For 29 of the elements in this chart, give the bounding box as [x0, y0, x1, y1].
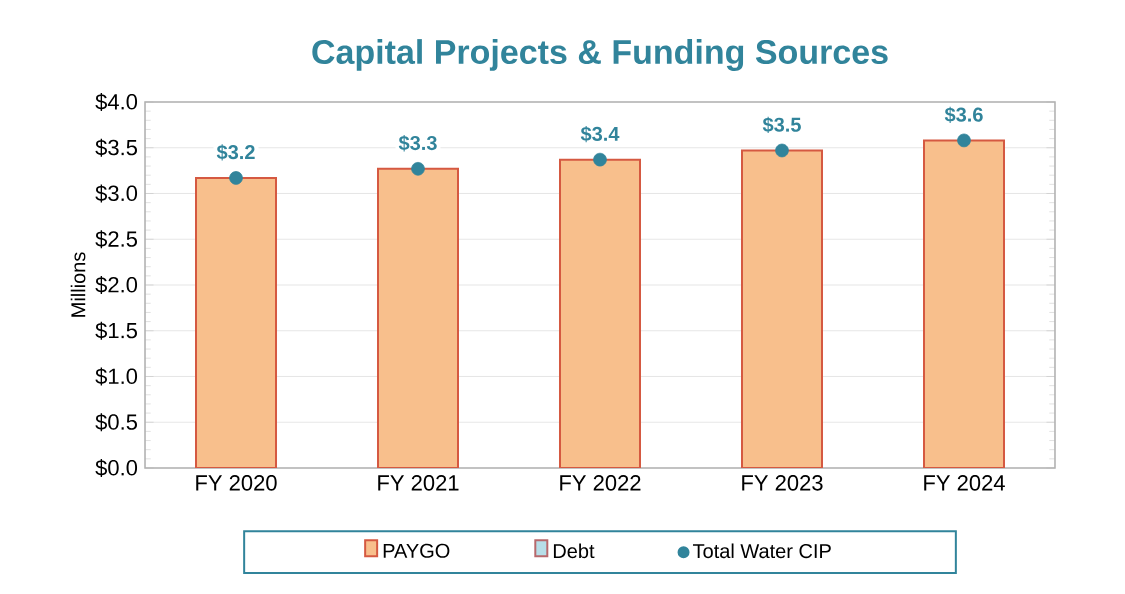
legend-label: PAYGO — [383, 543, 450, 558]
data-label: $3.2 — [216, 144, 255, 161]
y-tick-label: $2.0 — [95, 276, 138, 294]
data-label: $3.6 — [944, 106, 983, 124]
x-tick-label: FY 2022 — [560, 475, 641, 491]
point — [957, 133, 971, 148]
data-label: $3.3 — [398, 135, 437, 152]
point — [411, 161, 425, 176]
x-tick-label: FY 2020 — [196, 475, 277, 491]
point — [775, 143, 789, 158]
y-tick-label: $0.0 — [95, 459, 138, 477]
y-tick-label: $1.5 — [95, 321, 137, 340]
x-tick-label: FY 2023 — [742, 475, 823, 491]
x-tick-label: FY 2021 — [378, 475, 459, 491]
y-tick-label: $4.0 — [95, 93, 138, 111]
y-tick-label: $3.5 — [95, 138, 137, 157]
y-tick-label: $1.0 — [95, 367, 138, 386]
y-tick-label: $0.5 — [95, 413, 137, 432]
point — [593, 152, 607, 167]
y-axis-title: Millions — [70, 252, 86, 317]
point — [229, 171, 243, 185]
y-tick-label: $2.5 — [95, 230, 137, 249]
chart-title: Capital Projects & Funding Sources — [312, 39, 888, 71]
data-label: $3.5 — [762, 116, 801, 134]
legend-label: Debt — [553, 543, 595, 559]
data-label: $3.4 — [580, 125, 620, 143]
legend-label: Total Water CIP — [692, 543, 831, 559]
y-tick-label: $3.0 — [95, 184, 138, 203]
x-tick-label: FY 2024 — [924, 475, 1005, 491]
